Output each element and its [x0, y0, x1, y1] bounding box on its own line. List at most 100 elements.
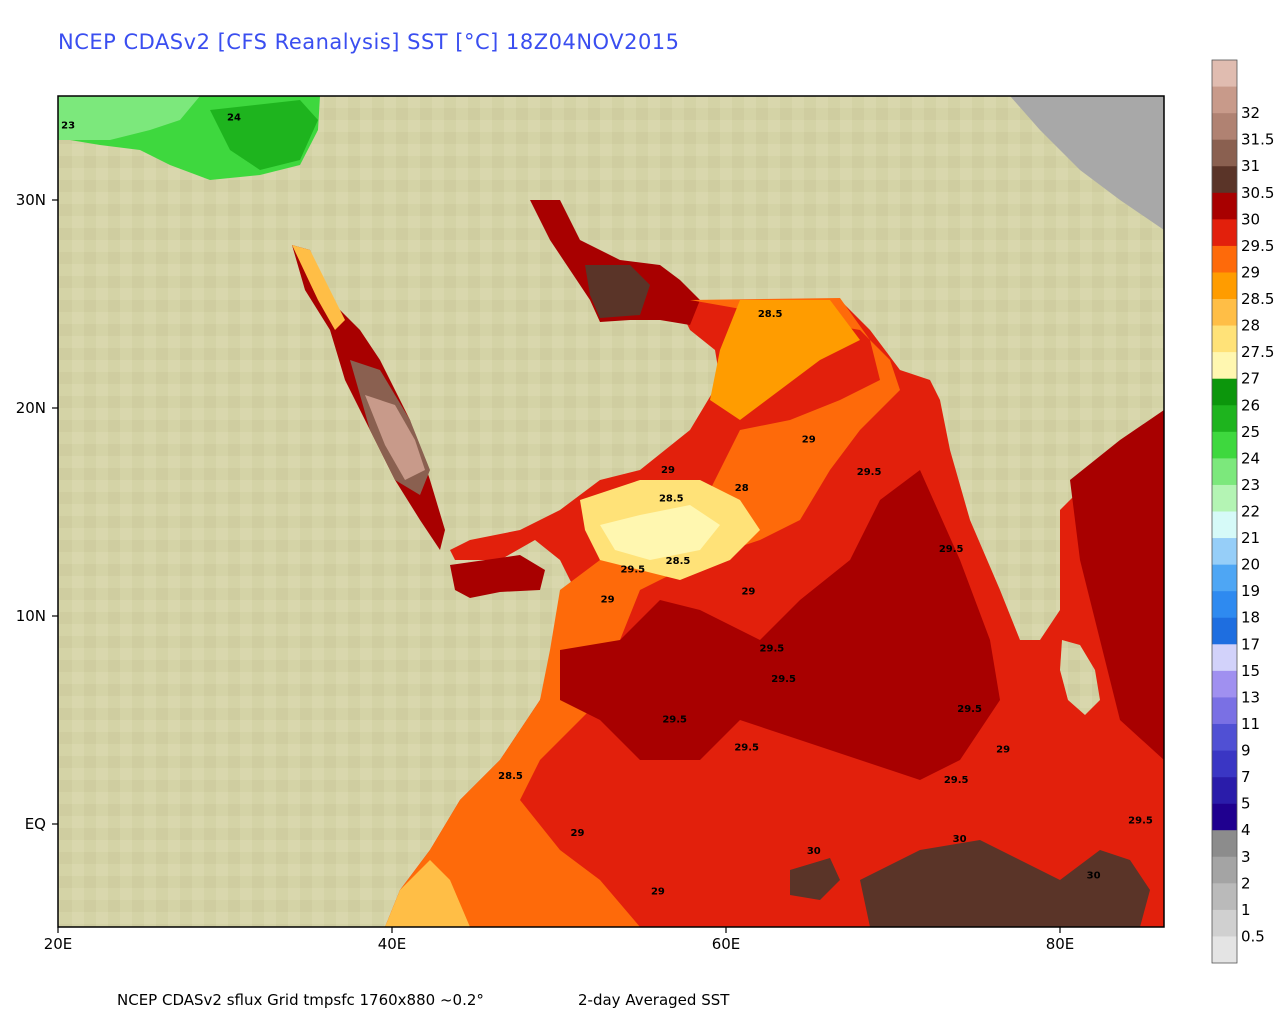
colorbar-swatch — [1212, 803, 1237, 831]
colorbar-swatch — [1212, 830, 1237, 858]
map-title: NCEP CDASv2 [CFS Reanalysis] SST [°C] 18… — [58, 30, 680, 54]
x-tick-label-80e: 80E — [1046, 935, 1075, 953]
red-sea-hot — [365, 395, 425, 480]
colorbar-swatch — [1212, 591, 1237, 619]
colorbar-label: 3 — [1241, 848, 1251, 866]
data-source-caption: NCEP CDASv2 sflux Grid tmpsfc 1760x880 ~… — [117, 991, 484, 1009]
contour-label: 28.5 — [666, 556, 691, 567]
himalaya-gray — [1010, 96, 1164, 230]
x-tick-label-40e: 40E — [378, 935, 407, 953]
persian-gulf — [530, 200, 700, 325]
colorbar-label: 5 — [1241, 795, 1251, 813]
colorbar-label: 20 — [1241, 556, 1260, 574]
colorbar-swatch — [1212, 644, 1237, 672]
y-tick-label-eq: EQ — [25, 815, 46, 833]
colorbar-label: 9 — [1241, 742, 1251, 760]
colorbar-label: 30 — [1241, 210, 1260, 228]
colorbar-swatch — [1212, 750, 1237, 778]
arabian-sea-dark — [560, 470, 1000, 780]
product-caption: 2-day Averaged SST — [578, 991, 730, 1009]
colorbar-swatch — [1212, 352, 1237, 380]
contour-label: 29.5 — [734, 743, 759, 754]
colorbar-swatch — [1212, 405, 1237, 433]
contour-label: 29 — [741, 587, 755, 598]
colorbar-swatch — [1212, 484, 1237, 512]
y-tick-label-30n: 30N — [16, 191, 46, 209]
colorbar-label: 31 — [1241, 157, 1260, 175]
contour-label: 29 — [661, 465, 675, 476]
colorbar-swatch — [1212, 538, 1237, 565]
colorbar-label: 27.5 — [1241, 343, 1274, 361]
persian-gulf-hot — [585, 265, 650, 318]
colorbar-swatch — [1212, 192, 1237, 220]
contour-label: 29 — [571, 828, 585, 839]
colorbar-swatch — [1212, 511, 1237, 539]
colorbar-swatch — [1212, 883, 1237, 911]
y-tick-label-20n: 20N — [16, 399, 46, 417]
mediterranean-cool — [58, 96, 200, 140]
map-frame — [57, 95, 1165, 928]
colorbar-label: 1 — [1241, 901, 1251, 919]
colorbar-swatch — [1212, 564, 1237, 592]
colorbar-swatch — [1212, 299, 1237, 326]
colorbar-label: 27 — [1241, 370, 1260, 388]
colorbar-swatch — [1212, 166, 1237, 194]
colorbar-label: 26 — [1241, 396, 1260, 414]
colorbar-label: 0.5 — [1241, 927, 1265, 945]
colorbar-swatch — [1212, 431, 1237, 459]
colorbar-swatch — [1212, 909, 1237, 937]
contour-label: 29.5 — [620, 564, 645, 575]
colorbar-label: 32 — [1241, 104, 1260, 122]
contour-label: 29.5 — [771, 674, 796, 685]
contour-label: 24 — [227, 112, 241, 123]
colorbar-label: 23 — [1241, 476, 1260, 494]
x-tick-label-20e: 20E — [44, 935, 73, 953]
contour-label: 30 — [953, 834, 967, 845]
colorbar-label: 2 — [1241, 874, 1251, 892]
contour-label: 29.5 — [662, 714, 687, 725]
colorbar-swatch — [1212, 219, 1237, 247]
colorbar-label: 18 — [1241, 609, 1260, 627]
contour-label: 28.5 — [659, 493, 684, 504]
colorbar-label: 17 — [1241, 635, 1260, 653]
equatorial-hot-2 — [860, 840, 1150, 927]
contour-label: 29.5 — [1128, 816, 1153, 827]
colorbar-swatch — [1212, 670, 1237, 698]
colorbar-label: 29.5 — [1241, 237, 1274, 255]
contour-label: 23 — [61, 120, 75, 131]
equatorial-hot-1 — [790, 858, 840, 900]
contour-label: 29 — [996, 745, 1010, 756]
colorbar-label: 28 — [1241, 317, 1260, 335]
colorbar-swatch — [1212, 458, 1237, 486]
colorbar-swatch — [1212, 86, 1237, 114]
bay-of-bengal-dark — [1070, 410, 1164, 760]
equatorial-west-amber — [385, 860, 470, 927]
contour-label: 28.5 — [498, 771, 523, 782]
colorbar-swatch — [1212, 378, 1237, 406]
contour-label: 29.5 — [760, 643, 785, 654]
colorbar-label: 21 — [1241, 529, 1260, 547]
contour-label: 29 — [651, 887, 665, 898]
contour-label: 28 — [735, 483, 749, 494]
contour-label: 28.5 — [758, 309, 783, 320]
x-tick-label-60e: 60E — [712, 935, 741, 953]
colorbar-swatch — [1212, 856, 1237, 884]
colorbar-label: 31.5 — [1241, 131, 1274, 149]
colorbar-label: 22 — [1241, 503, 1260, 521]
colorbar-swatch — [1212, 723, 1237, 751]
sri-lanka — [1060, 640, 1100, 715]
colorbar-swatch — [1212, 777, 1237, 804]
colorbar-label: 29 — [1241, 264, 1260, 282]
contour-labels: 23 24 28.5 29 29.5 29 28.5 28 29.5 28.5 29.5 29 29 29… — [61, 112, 1153, 897]
arabian-sea-amber — [710, 300, 860, 420]
contour-label: 30 — [1087, 870, 1101, 881]
colorbar-label: 11 — [1241, 715, 1260, 733]
contour-label: 29.5 — [957, 704, 982, 715]
axis-ticks — [52, 199, 1061, 933]
red-sea-north — [292, 245, 345, 330]
colorbar-label: 25 — [1241, 423, 1260, 441]
colorbar-swatch — [1212, 245, 1237, 273]
colorbar-label: 13 — [1241, 688, 1260, 706]
colorbar-swatch — [1212, 936, 1237, 964]
